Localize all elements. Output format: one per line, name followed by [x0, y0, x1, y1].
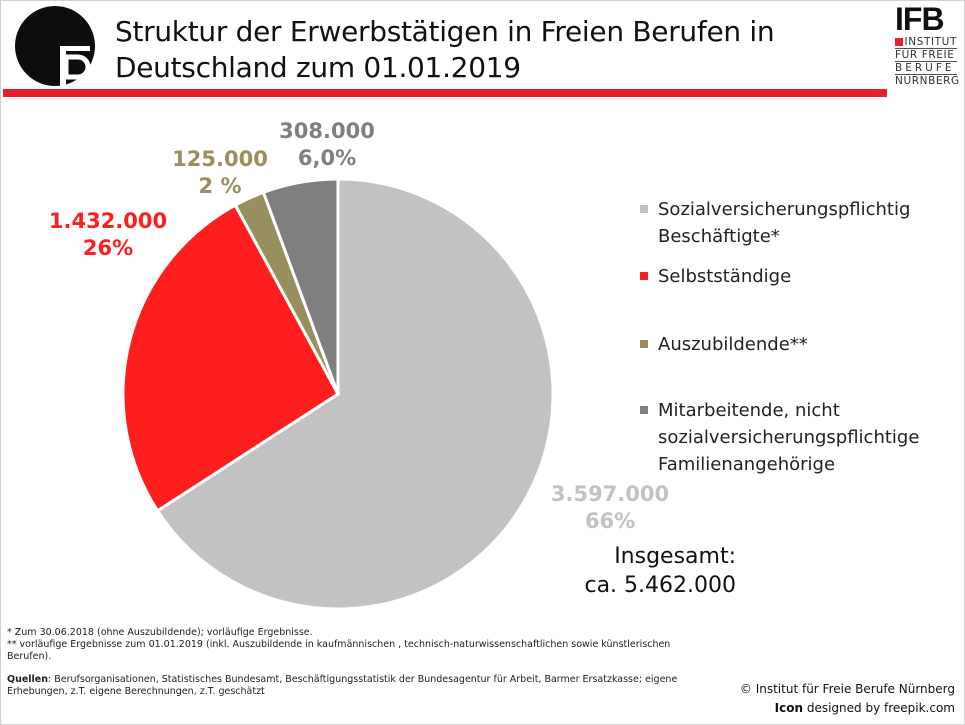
- legend-swatch: [640, 406, 648, 414]
- legend-label-line: Sozialversicherungspflichtig: [658, 199, 911, 220]
- credits: © Institut für Freie Berufe Nürnberg Ico…: [740, 680, 955, 718]
- slice-label-employees: 3.597.000 66%: [540, 481, 680, 535]
- icon-credit: Icon designed by freepik.com: [774, 701, 955, 715]
- pie-slice-family-members: [261, 177, 340, 395]
- legend-label-line: sozialversicherungspflichtige: [658, 427, 920, 448]
- slice-label-trainees: 125.000 2 %: [160, 146, 280, 200]
- legend-label-line: Familienangehörige: [658, 454, 836, 475]
- legend-item-family-members: Mitarbeitende, nicht sozialversicherungs…: [640, 397, 919, 478]
- ifb-logo-line-2: FÜR FREIE: [895, 49, 957, 62]
- slice-value-self-employed: 1.432.000: [48, 209, 168, 233]
- footnote-2: ** vorläufige Ergebnisse zum 01.01.2019 …: [7, 639, 671, 662]
- slice-label-self-employed: 1.432.000 26%: [38, 208, 178, 262]
- pie-slice-employees: [155, 177, 555, 611]
- red-square-icon: [895, 38, 903, 46]
- title-line-2: Deutschland zum 01.01.2019: [115, 51, 521, 84]
- slice-percent-family-members: 6,0%: [297, 146, 357, 170]
- ifb-logo-line-4: NÜRNBERG: [895, 75, 960, 87]
- ifb-logo-text: IFB: [895, 1, 945, 37]
- footnote-1: * Zum 30.06.2018 (ohne Auszubildende); v…: [7, 627, 313, 638]
- ifb-logo-line-3: BERUFE: [895, 62, 957, 75]
- title-line-1: Struktur der Erwerbstätigen in Freien Be…: [115, 15, 775, 48]
- sources-label: Quellen: [7, 674, 49, 685]
- slice-percent-trainees: 2 %: [198, 174, 242, 198]
- copyright-text: © Institut für Freie Berufe Nürnberg: [739, 682, 955, 696]
- slice-percent-employees: 66%: [584, 509, 636, 533]
- legend-label-line: Mitarbeitende, nicht: [658, 400, 840, 421]
- header-divider: [3, 89, 887, 97]
- pie-slice-self-employed: [121, 203, 340, 513]
- sources: Quellen: Berufsorganisationen, Statistis…: [7, 674, 707, 698]
- legend-item-trainees: Auszubildende**: [640, 331, 808, 358]
- slice-value-trainees: 125.000: [172, 147, 268, 171]
- legend-item-employees: Sozialversicherungspflichtig Beschäftigt…: [640, 196, 910, 250]
- ifb-logo: IFB INSTITUT FÜR FREIE BERUFE NÜRNBERG: [895, 1, 960, 87]
- slice-percent-self-employed: 26%: [82, 236, 134, 260]
- slice-label-family-members: 308.000 6,0%: [262, 118, 392, 172]
- page-title: Struktur der Erwerbstätigen in Freien Be…: [115, 14, 835, 86]
- institute-logo-icon: [15, 6, 95, 86]
- slice-value-employees: 3.597.000: [550, 482, 670, 506]
- ifb-logo-line-1: INSTITUT: [895, 36, 957, 49]
- total-value: ca. 5.462.000: [584, 573, 736, 598]
- legend-label-line: Selbstständige: [658, 266, 792, 287]
- legend-label-line: Beschäftigte*: [658, 226, 780, 247]
- legend-swatch: [640, 340, 648, 348]
- legend-label-line: Auszubildende**: [658, 334, 808, 355]
- footnotes: * Zum 30.06.2018 (ohne Auszubildende); v…: [7, 627, 712, 663]
- total-summary: Insgesamt: ca. 5.462.000: [560, 542, 736, 600]
- legend-swatch: [640, 205, 648, 213]
- slice-value-family-members: 308.000: [279, 119, 375, 143]
- legend-swatch: [640, 272, 648, 280]
- sources-text: : Berufsorganisationen, Statistisches Bu…: [7, 674, 678, 697]
- total-label: Insgesamt:: [614, 544, 736, 569]
- legend-item-self-employed: Selbstständige: [640, 263, 791, 290]
